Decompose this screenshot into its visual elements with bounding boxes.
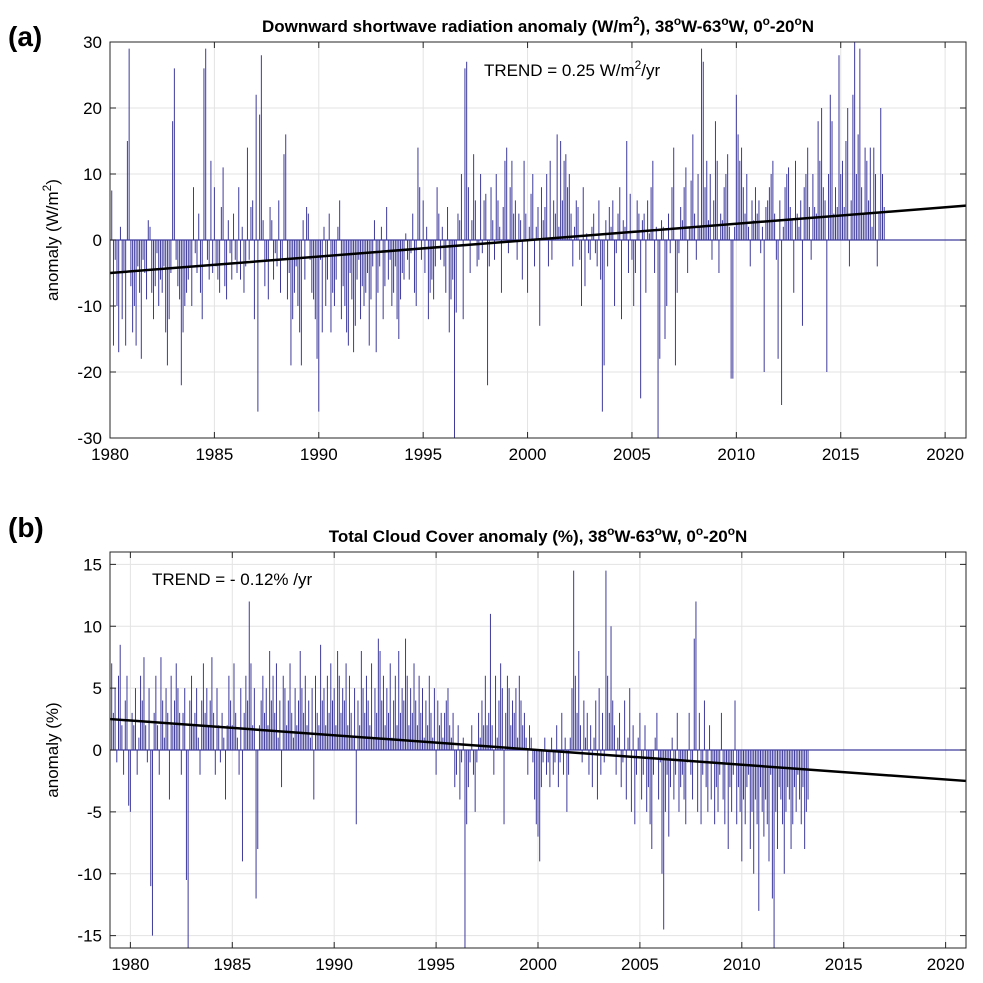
x-tick-label: 2015 [825,955,863,974]
y-tick-label: 5 [93,679,102,698]
x-tick-label: 2005 [613,445,651,464]
trend-annotation: TREND = 0.25 W/m2/yr [484,58,661,80]
x-tick-label: 2010 [717,445,755,464]
trend-annotation: TREND = - 0.12% /yr [152,570,312,589]
y-tick-label: -20 [77,363,102,382]
x-tick-label: 2000 [509,445,547,464]
trend-line [109,717,967,783]
x-tick-label: 1985 [195,445,233,464]
bars [110,42,885,438]
y-tick-label: 30 [83,33,102,52]
y-tick-label: 0 [93,231,102,250]
y-tick-label: 10 [83,617,102,636]
panel-label: (a) [8,21,42,52]
y-tick-label: -10 [77,297,102,316]
y-tick-label: 20 [83,99,102,118]
x-tick-label: 2010 [723,955,761,974]
x-tick-label: 2005 [621,955,659,974]
bars [110,570,809,948]
x-tick-label: 1980 [111,955,149,974]
x-tick-label: 1980 [91,445,129,464]
chart-title: Total Cloud Cover anomaly (%), 38oW-63oW… [329,524,748,546]
x-tick-label: 2020 [926,445,964,464]
x-tick-label: 1995 [404,445,442,464]
y-tick-label: -30 [77,429,102,448]
y-tick-label: 15 [83,555,102,574]
panel-a: (a) Downward shortwave radiation anomaly … [8,14,967,464]
x-tick-label: 1985 [213,955,251,974]
y-tick-label: -10 [77,865,102,884]
x-tick-label: 2020 [927,955,965,974]
y-tick-label: 0 [93,741,102,760]
y-axis-label: anomaly (%) [43,702,62,797]
y-axis-label: anomaly (W/m2) [40,179,62,301]
x-tick-label: 1995 [417,955,455,974]
x-tick-label: 1990 [315,955,353,974]
x-tick-label: 2000 [519,955,557,974]
trend-line [109,204,967,275]
y-tick-label: 10 [83,165,102,184]
x-tick-label: 2015 [822,445,860,464]
panel-label: (b) [8,512,44,543]
y-tick-label: -5 [87,803,102,822]
y-tick-label: -15 [77,927,102,946]
panel-b: (b) Total Cloud Cover anomaly (%), 38oW-6… [8,512,967,974]
x-tick-label: 1990 [300,445,338,464]
chart-title: Downward shortwave radiation anomaly (W/… [262,14,814,36]
